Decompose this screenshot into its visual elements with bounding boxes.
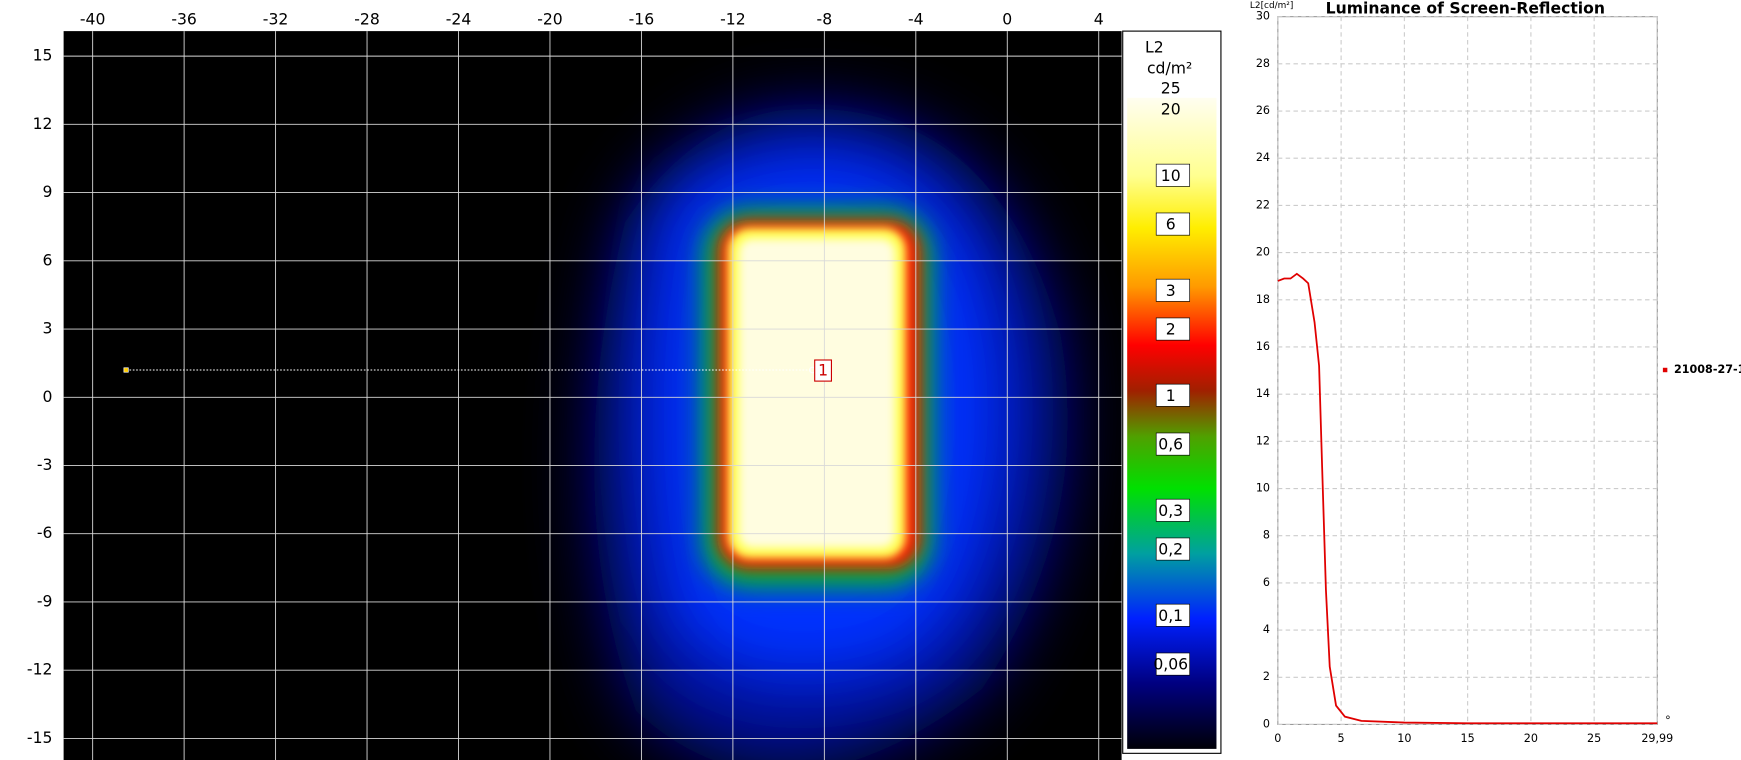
colorbar-tick-label: 3 [1166,282,1176,300]
series-line [1277,272,1658,725]
y-tick-label: 30 [1256,10,1270,23]
x-tick-label: -4 [908,11,924,29]
x-tick-label: -24 [446,11,472,29]
x-tick-label: -40 [80,11,106,29]
x-tick-label: -20 [537,11,563,29]
y-tick-label: 28 [1256,57,1270,70]
y-tick-label: 16 [1256,340,1270,353]
colorbar-tick-label: 0,6 [1158,436,1183,454]
x-tick-label: 10 [1397,732,1411,745]
legend-swatch [1662,367,1668,373]
x-tick-label: 29,99 [1641,732,1673,745]
x-tick-label: -36 [171,11,197,29]
y-tick-label: 20 [1256,246,1270,259]
colorbar-unit: cd/m² [1147,59,1192,77]
legend-label: 21008-27-1 [1674,363,1741,376]
y-tick-label: 8 [1263,529,1270,542]
x-tick-label: -12 [720,11,746,29]
y-tick-label: 10 [1256,482,1270,495]
colorbar-tick-box [1155,383,1191,407]
colorbar-tick-box [1155,432,1191,456]
x-tick-label: 0 [1274,732,1281,745]
y-tick-label: 6 [1263,576,1270,589]
colorbar-tick-box [1155,212,1191,236]
colorbar-tick-label: 0,1 [1158,607,1183,625]
colorbar-tick-box [1155,498,1191,522]
luminance-map: 1 [63,31,1122,760]
x-tick-label: 25 [1587,732,1601,745]
y-tick-label: 15 [33,47,53,65]
colorbar-tick-label: 20 [1161,101,1181,119]
y-tick-label: 26 [1256,104,1270,117]
colorbar-tick-box [1155,163,1191,187]
y-tick-label: 0 [1263,717,1270,730]
map-image [594,108,1068,760]
y-tick-label: 18 [1256,293,1270,306]
core-white [738,238,896,548]
colorbar-tick-label: 6 [1166,216,1176,234]
y-tick-label: -3 [37,456,53,474]
y-tick-label: 14 [1256,387,1270,400]
colorbar-tick-label: 2 [1166,321,1176,339]
profile-start [123,367,129,373]
colorbar-tick-box [1155,652,1191,676]
x-tick-label: -32 [263,11,289,29]
x-tick-label: 20 [1524,732,1538,745]
x-tick-label: -28 [354,11,380,29]
annotation-label: 1 [818,362,828,380]
y-tick-label: 24 [1256,151,1270,164]
colorbar-tick-label: 1 [1166,387,1176,405]
colorbar-gradient [1127,97,1217,749]
x-tick-label: -8 [817,11,833,29]
x-tick-label: 5 [1338,732,1345,745]
y-tick-label: 2 [1263,670,1270,683]
chart-title: Luminance of Screen-Reflection [1326,0,1605,17]
colorbar: L2 cd/m² 25 20 10 6 3 2 1 0,6 0,3 0,2 0,1 0,06 [1122,30,1222,754]
y-tick-label: 12 [1256,434,1270,447]
y-tick-label: 9 [43,183,53,201]
y-tick-label: 4 [1263,623,1270,636]
colorbar-tick-box [1155,317,1191,341]
x-axis-label: ° [1665,714,1671,727]
y-tick-label: -6 [37,524,53,542]
y-tick-label: 22 [1256,198,1270,211]
y-tick-label: -12 [27,661,53,679]
annotation-box [814,359,832,382]
colorbar-tick-label: 25 [1161,79,1181,97]
colorbar-tick-label: 0,06 [1153,656,1188,674]
colorbar-tick-box [1155,278,1191,302]
y-tick-label: 6 [43,251,53,269]
y-tick-label: -9 [37,592,53,610]
x-tick-label: -16 [629,11,655,29]
colorbar-tick-box [1155,537,1191,561]
colorbar-tick-label: 0,3 [1158,502,1183,520]
x-tick-label: 15 [1461,732,1475,745]
x-tick-label: 0 [1002,11,1012,29]
x-tick-label: 4 [1094,11,1104,29]
y-tick-label: 3 [43,320,53,338]
colorbar-tick-label: 10 [1161,167,1181,185]
y-tick-label: 12 [33,115,53,133]
colorbar-tick-label: 0,2 [1158,541,1183,559]
y-tick-label: 0 [43,388,53,406]
line-chart: Luminance of Screen-Reflection L2[cd/m²]… [1250,0,1741,745]
y-tick-label: -15 [27,729,53,747]
colorbar-tick-box [1155,603,1191,627]
y-axis-label: L2[cd/m²] [1250,1,1293,11]
colorbar-label: L2 [1145,38,1164,56]
